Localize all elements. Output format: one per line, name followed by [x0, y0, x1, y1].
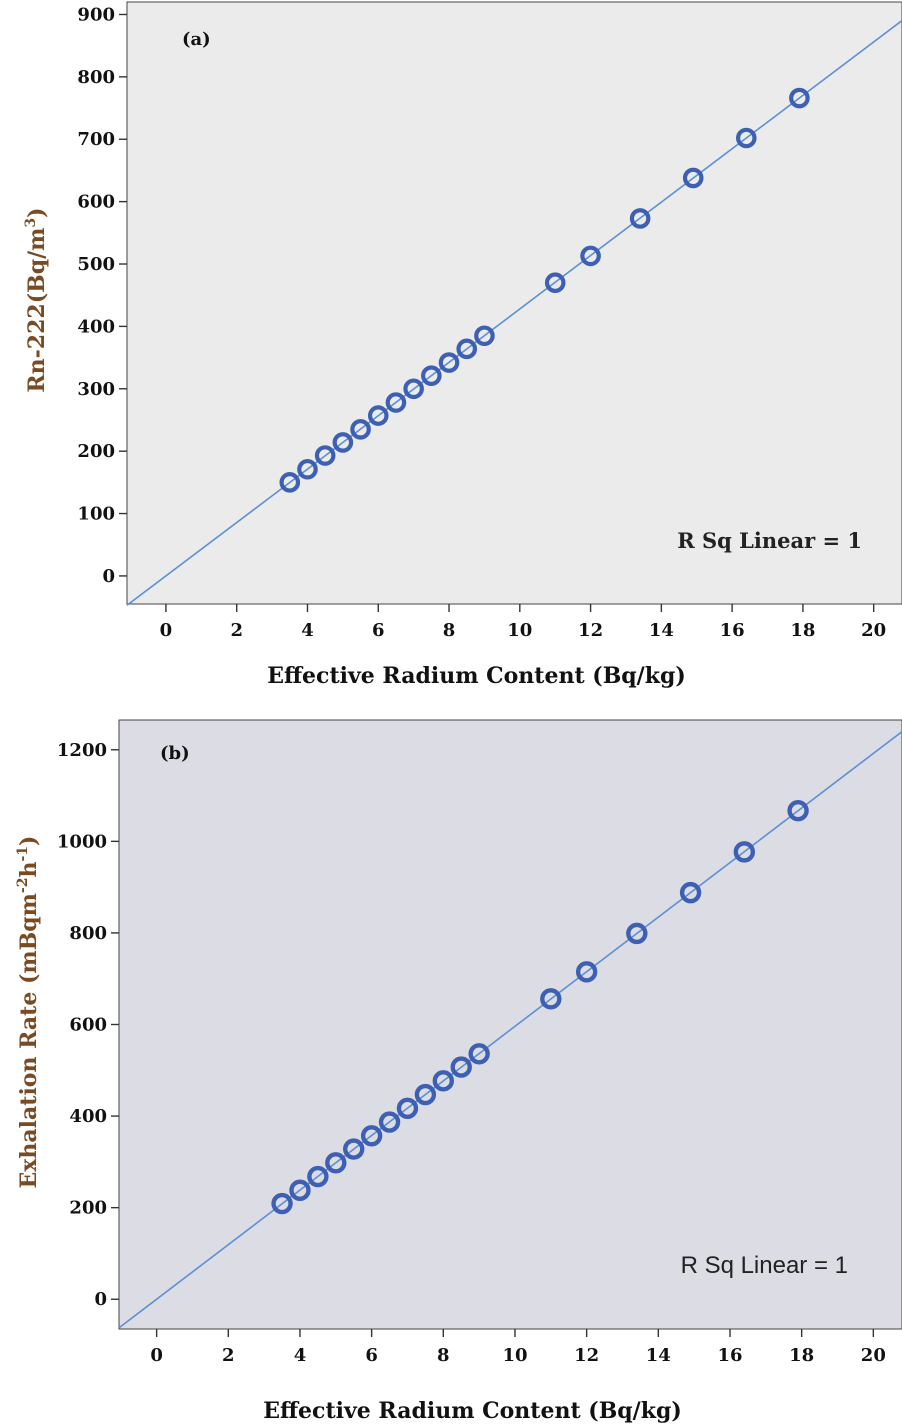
- data-point: [789, 87, 810, 109]
- data-point: [626, 922, 648, 945]
- chart-b: 0 200 400 600 800 1000 1200 0 2 4 6 8 10 12 14 16 18 20 (b…: [0, 712, 902, 1428]
- data-point: [414, 1083, 437, 1106]
- x-tick-label: 12: [578, 620, 603, 641]
- y-tick-label: 900: [77, 4, 115, 25]
- data-point: [682, 167, 704, 189]
- data-point: [735, 127, 757, 149]
- y-tick-label: 0: [94, 1289, 107, 1310]
- data-point: [360, 1125, 383, 1147]
- x-tick-label: 4: [301, 620, 314, 641]
- data-point: [733, 841, 756, 863]
- data-point: [580, 245, 601, 267]
- data-point: [575, 961, 598, 983]
- y-axis-label: Rn-222(Bq/m3): [23, 207, 50, 392]
- x-tick-label: 2: [230, 620, 243, 641]
- x-tick-label: 8: [443, 620, 456, 641]
- y-tick-label: 400: [69, 1106, 107, 1127]
- data-point: [367, 405, 389, 426]
- data-point: [432, 1070, 455, 1092]
- x-tick-label: 8: [437, 1345, 450, 1366]
- x-tick-label: 0: [160, 620, 173, 641]
- fit-line: [126, 19, 902, 606]
- y-tick-label: 300: [77, 379, 115, 400]
- y-tick-label: 100: [77, 504, 115, 525]
- x-tick-label: 14: [646, 1345, 671, 1366]
- data-point: [271, 1192, 293, 1215]
- data-point: [289, 1179, 311, 1201]
- plot-area: [126, 1, 902, 605]
- plot-area: [118, 719, 902, 1330]
- data-point: [403, 378, 424, 400]
- y-tick-label: 700: [77, 129, 115, 150]
- x-tick-label: 6: [365, 1345, 378, 1366]
- data-point: [279, 472, 301, 493]
- data-point: [450, 1056, 472, 1078]
- data-point: [343, 1138, 365, 1160]
- data-point: [544, 272, 566, 294]
- panel-label: (a): [182, 29, 211, 50]
- data-point: [332, 432, 354, 453]
- x-tick-label: 12: [574, 1345, 599, 1366]
- x-tick-label: 16: [720, 620, 745, 641]
- data-point: [421, 365, 442, 386]
- data-point: [307, 1165, 329, 1188]
- y-tick-label: 1200: [57, 740, 107, 761]
- x-tick-label: 14: [649, 620, 674, 641]
- y-tick-label: 800: [69, 923, 107, 944]
- x-axis-label: Effective Radium Content (Bq/kg): [263, 1398, 682, 1424]
- chart-a: 0 100 200 300 400 500 600 700 800 900 0 2 4 6 8 10 12 14 1…: [0, 0, 902, 700]
- x-axis-label: Effective Radium Content (Bq/kg): [267, 663, 686, 689]
- x-tick-label: 18: [790, 620, 815, 641]
- x-tick-label: 2: [222, 1345, 235, 1366]
- data-point: [474, 325, 495, 347]
- data-point: [438, 352, 460, 373]
- fit-line: [118, 730, 902, 1329]
- data-point: [456, 338, 478, 360]
- x-tick-label: 20: [861, 620, 886, 641]
- data-point: [540, 988, 562, 1010]
- data-point: [787, 799, 809, 822]
- data-point: [629, 208, 651, 229]
- y-tick-label: 200: [69, 1198, 107, 1219]
- x-tick-label: 4: [294, 1345, 307, 1366]
- y-tick-label: 0: [102, 566, 115, 587]
- y-tick-label: 200: [77, 441, 115, 462]
- data-point: [468, 1043, 490, 1065]
- x-tick-label: 18: [789, 1345, 814, 1366]
- x-tick-label: 6: [372, 620, 385, 641]
- data-point: [378, 1111, 401, 1133]
- data-point: [314, 445, 336, 466]
- rsq-annotation: R Sq Linear = 1: [681, 1252, 848, 1279]
- data-point: [396, 1097, 419, 1119]
- rsq-annotation: R Sq Linear = 1: [677, 528, 862, 553]
- y-axis-label: Exhalation Rate (mBqm-2h-1): [15, 836, 42, 1189]
- data-point: [679, 881, 702, 904]
- data-point: [325, 1152, 347, 1174]
- panel-label: (b): [160, 743, 190, 764]
- data-point: [350, 419, 371, 440]
- y-tick-label: 600: [77, 192, 115, 213]
- x-tick-label: 10: [502, 1345, 527, 1366]
- y-tick-label: 500: [77, 254, 115, 275]
- data-point: [297, 458, 318, 480]
- x-tick-label: 10: [507, 620, 532, 641]
- chart-b-svg: 0 200 400 600 800 1000 1200 0 2 4 6 8 10 12 14 16 18 20 (b…: [15, 719, 902, 1424]
- chart-a-svg: 0 100 200 300 400 500 600 700 800 900 0 2 4 6 8 10 12 14 1…: [23, 1, 902, 689]
- data-point: [385, 392, 407, 413]
- y-tick-label: 400: [77, 316, 115, 337]
- y-tick-label: 1000: [57, 831, 107, 852]
- y-tick-label: 800: [77, 67, 115, 88]
- y-tick-label: 600: [69, 1015, 107, 1036]
- x-tick-label: 0: [150, 1345, 163, 1366]
- x-tick-label: 16: [717, 1345, 742, 1366]
- x-tick-label: 20: [861, 1345, 886, 1366]
